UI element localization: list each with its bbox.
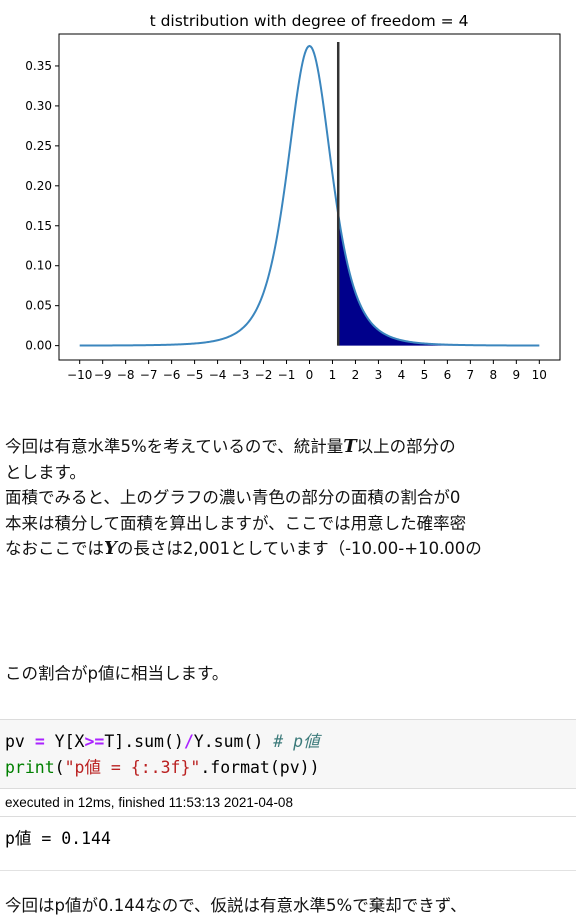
y-tick-label: 0.35 <box>25 59 52 73</box>
text-line: 今回はp値が0.144なので、仮説は有意水準5%で棄却できず、 <box>5 896 467 915</box>
math-var-y: Y <box>104 538 117 559</box>
x-tick-label: −8 <box>117 368 135 382</box>
x-tick-label: −10 <box>67 368 92 382</box>
plot-frame <box>58 33 561 361</box>
x-tick-label: −9 <box>94 368 112 382</box>
output-divider <box>0 870 576 871</box>
x-tick-label: −1 <box>278 368 296 382</box>
text-line: 本来は積分して面積を算出しますが、ここでは用意した確率密 <box>5 513 467 533</box>
text-line: 今回は有意水準5%を考えているので、統計量T以上の部分の <box>5 436 456 457</box>
x-tick-label: −3 <box>232 368 250 382</box>
x-tick-label: 2 <box>352 368 360 382</box>
x-tick-label: −6 <box>163 368 181 382</box>
y-tick-label: 0.15 <box>25 219 52 233</box>
x-tick-label: 1 <box>329 368 337 382</box>
right-tail-area <box>338 214 540 346</box>
x-tick-label: 6 <box>444 368 452 382</box>
chart-title: t distribution with degree of freedom = … <box>150 12 469 30</box>
code-cell[interactable]: pv = Y[X>=T].sum()/Y.sum() # p値 print("p… <box>0 719 576 789</box>
t-distribution-chart: t distribution with degree of freedom = … <box>25 12 561 382</box>
x-tick-label: 0 <box>306 368 314 382</box>
code-line-2: print("p値 = {:.3f}".format(pv)) <box>5 758 320 777</box>
y-axis: 0.00 0.05 0.10 0.15 0.20 0.25 0.30 0.35 <box>25 59 59 353</box>
y-tick-label: 0.30 <box>25 99 52 113</box>
y-tick-label: 0.00 <box>25 339 52 353</box>
x-tick-label: 10 <box>532 368 547 382</box>
text-line: なおここではYの長さは2,001としています（-10.00-+10.00の <box>5 538 482 559</box>
text-line: 面積でみると、上のグラフの濃い青色の部分の面積の割合が0 <box>5 488 461 507</box>
x-tick-label: −2 <box>255 368 273 382</box>
y-tick-label: 0.05 <box>25 299 52 313</box>
paragraph-pvalue: この割合がp値に相当します。 <box>5 661 576 687</box>
code-line-1: pv = Y[X>=T].sum()/Y.sum() # p値 <box>5 732 320 751</box>
execution-info: executed in 12ms, finished 11:53:13 2021… <box>0 789 576 817</box>
text-line: この割合がp値に相当します。 <box>5 664 229 683</box>
y-tick-label: 0.10 <box>25 259 52 273</box>
paragraph-significance: 今回は有意水準5%を考えているので、統計量T以上の部分の とします。 面積でみる… <box>5 434 576 562</box>
text-line: とします。 <box>5 462 86 482</box>
x-tick-label: −4 <box>209 368 227 382</box>
x-tick-label: 3 <box>375 368 383 382</box>
x-tick-label: −7 <box>140 368 158 382</box>
y-tick-label: 0.25 <box>25 139 52 153</box>
x-axis: −10 −9 −8 −7 −6 −5 −4 −3 −2 −1 0 1 2 3 4 5 6 7 8 9 10 <box>67 360 547 382</box>
x-tick-label: 7 <box>467 368 475 382</box>
x-tick-label: 8 <box>490 368 498 382</box>
x-tick-label: 4 <box>398 368 406 382</box>
cell-output: p値 = 0.144 <box>5 829 111 848</box>
math-var-t: T <box>343 436 357 457</box>
x-tick-label: 9 <box>513 368 521 382</box>
t-density-curve <box>79 44 540 347</box>
code-comment: # p値 <box>273 732 320 751</box>
x-tick-label: 5 <box>421 368 429 382</box>
paragraph-conclusion: 今回はp値が0.144なので、仮説は有意水準5%で棄却できず、 <box>5 893 576 919</box>
y-tick-label: 0.20 <box>25 179 52 193</box>
x-tick-label: −5 <box>186 368 204 382</box>
